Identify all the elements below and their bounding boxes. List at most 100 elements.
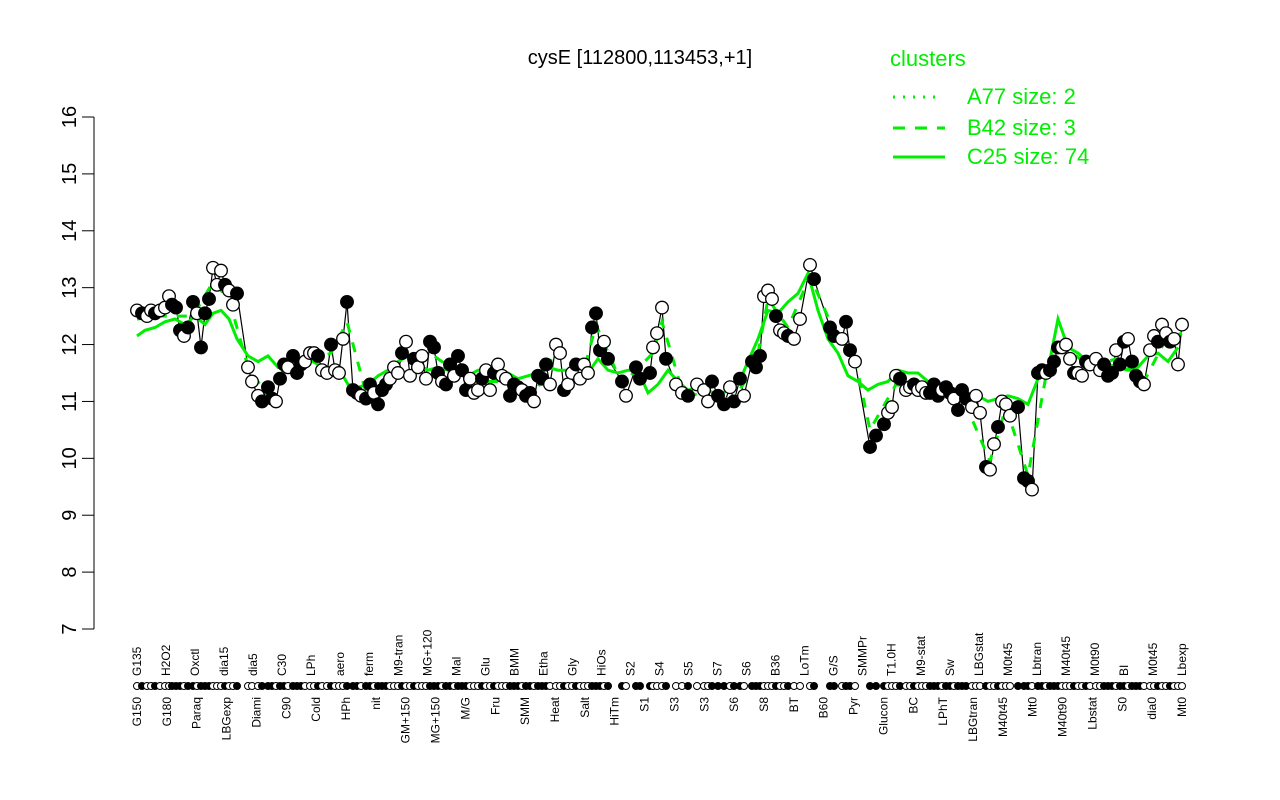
- data-point: [601, 351, 615, 366]
- x-tick-label: Salt: [578, 696, 592, 717]
- legend-entry-c25: C25 size: 74: [967, 144, 1089, 169]
- x-tick-label: C30: [275, 654, 289, 676]
- x-tick-label: M9-stat: [914, 635, 928, 676]
- data-point: [581, 366, 595, 380]
- x-tick-label: HiOs: [594, 649, 608, 676]
- x-tick-label: M9-tran: [391, 635, 405, 676]
- data-point: [885, 400, 899, 415]
- x-tick-label: LBGexp: [220, 697, 234, 741]
- data-point: [951, 403, 965, 417]
- data-point: [463, 371, 477, 386]
- data-point: [983, 462, 997, 477]
- data-point: [483, 383, 497, 398]
- rug-marker: [604, 682, 612, 690]
- x-tick-label: LPh: [304, 655, 318, 676]
- data-point: [839, 314, 853, 329]
- x-tick-label: M40t90: [1056, 697, 1070, 737]
- data-point: [1025, 482, 1039, 497]
- x-tick-label: LPhT: [936, 696, 950, 725]
- x-tick-label: BMM: [507, 648, 521, 676]
- data-point: [539, 357, 553, 372]
- data-point: [415, 348, 429, 363]
- data-point: [1109, 343, 1123, 358]
- rug-marker: [830, 682, 838, 690]
- data-point: [589, 306, 603, 321]
- x-tick-label: dia5: [246, 653, 260, 676]
- x-tick-label: dia0: [1145, 697, 1159, 720]
- x-tick-label: nit: [369, 696, 383, 709]
- data-point: [202, 292, 216, 306]
- data-point: [324, 337, 338, 352]
- data-point: [585, 320, 599, 335]
- data-point: [194, 340, 208, 355]
- legend-title: clusters: [890, 46, 966, 71]
- data-point: [1167, 331, 1181, 346]
- x-tick-label: B36: [769, 654, 783, 676]
- rug-marker: [622, 682, 630, 690]
- rug-marker: [1178, 682, 1186, 690]
- x-tick-label: M0t90: [1088, 642, 1102, 676]
- x-tick-label: Mt0: [1175, 697, 1189, 717]
- x-tick-label: LoTm: [798, 645, 812, 676]
- data-point: [241, 360, 255, 375]
- data-point: [1003, 408, 1017, 423]
- data-point: [336, 331, 350, 346]
- data-point: [1011, 400, 1025, 415]
- data-point: [848, 354, 862, 369]
- data-point: [419, 371, 433, 386]
- data-point: [261, 380, 275, 395]
- y-tick-label: 13: [59, 277, 81, 299]
- legend-entry-b42: B42 size: 3: [967, 115, 1076, 140]
- data-point: [835, 331, 849, 346]
- x-tick-label: GM+150: [399, 697, 413, 744]
- legend: clusters A77 size: 2 B42 size: 3 C25 siz…: [890, 46, 1089, 169]
- x-tick-label: Lbtran: [1030, 642, 1044, 676]
- x-tick-label: G150: [130, 697, 144, 727]
- x-tick-label: BI: [1117, 665, 1131, 676]
- data-point: [597, 334, 611, 349]
- x-tick-label: Lbexp: [1175, 643, 1189, 676]
- data-point: [553, 346, 567, 361]
- data-point: [214, 263, 228, 278]
- data-point: [269, 394, 283, 409]
- data-point: [973, 405, 987, 420]
- rug-marker: [851, 682, 859, 690]
- data-point: [439, 377, 453, 392]
- data-point: [733, 371, 747, 386]
- data-point: [1113, 357, 1127, 372]
- data-point: [893, 371, 907, 386]
- x-tick-label: Etha: [536, 651, 550, 676]
- rug-marker: [662, 682, 670, 690]
- x-tick-label: C90: [279, 697, 293, 719]
- x-tick-label: B60: [817, 697, 831, 719]
- x-tick-label: Gly: [565, 658, 579, 676]
- x-tick-label: LBGtran: [966, 697, 980, 742]
- rug-marker: [810, 682, 818, 690]
- y-tick-label: 14: [59, 220, 81, 242]
- data-point: [543, 377, 557, 392]
- data-point: [643, 366, 657, 380]
- x-tick-label: dia15: [217, 646, 231, 676]
- x-tick-label: M40t45: [996, 697, 1010, 737]
- x-tick-label: Fru: [488, 697, 502, 715]
- rug-marker: [693, 682, 701, 690]
- data-point: [427, 340, 441, 355]
- data-point: [1171, 357, 1185, 372]
- data-point: [1075, 368, 1089, 383]
- data-point: [969, 388, 983, 403]
- x-tick-label: S6: [740, 661, 754, 676]
- data-point: [793, 312, 807, 326]
- y-tick-label: 10: [59, 447, 81, 469]
- rug-marker: [1006, 682, 1014, 690]
- x-tick-label: S4: [653, 661, 667, 676]
- x-tick-label: ferm: [362, 652, 376, 676]
- x-tick-label: G180: [160, 697, 174, 727]
- data-point: [332, 366, 346, 380]
- data-point: [629, 360, 643, 375]
- data-point: [863, 440, 877, 454]
- data-point: [1063, 351, 1077, 366]
- y-tick-label: 8: [59, 567, 81, 578]
- data-point: [181, 320, 195, 335]
- x-tick-label: Pyr: [847, 697, 861, 715]
